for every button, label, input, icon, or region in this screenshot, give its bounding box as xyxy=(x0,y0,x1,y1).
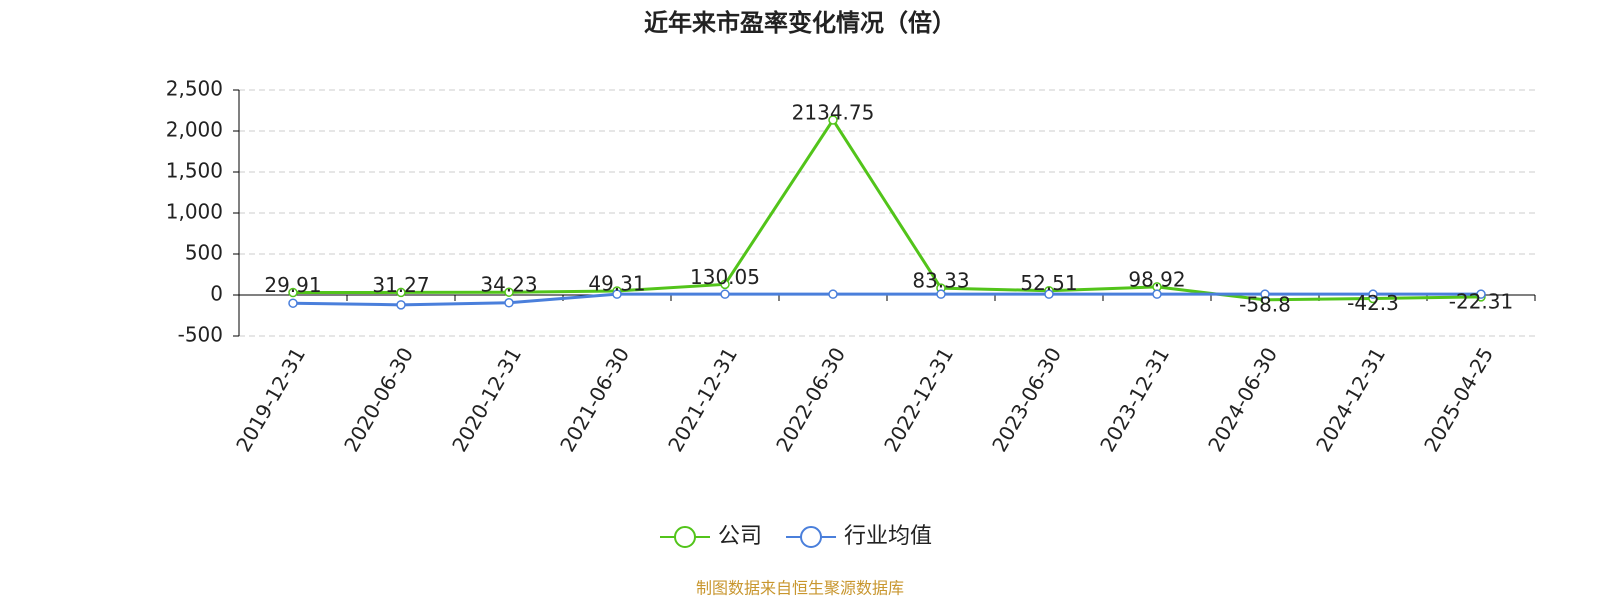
data-label: -42.3 xyxy=(1347,291,1399,315)
data-label: 29.91 xyxy=(264,273,321,297)
data-point xyxy=(828,289,838,299)
data-point xyxy=(504,287,514,297)
series-line xyxy=(292,117,1482,302)
x-tick-label: 2023-06-30 xyxy=(987,343,1066,456)
data-point xyxy=(1368,289,1378,299)
data-point xyxy=(828,115,838,125)
x-tick-label: 2019-12-31 xyxy=(231,343,310,456)
x-tick-label: 2022-06-30 xyxy=(771,343,850,456)
data-point xyxy=(396,300,406,310)
data-point xyxy=(720,289,730,299)
data-point xyxy=(720,279,730,290)
series-line xyxy=(292,292,1481,307)
data-point xyxy=(1152,289,1162,299)
legend-label: 行业均值 xyxy=(844,524,932,549)
x-tick-label: 2021-12-31 xyxy=(663,343,742,456)
legend-marker xyxy=(674,526,696,548)
data-point xyxy=(288,298,298,308)
data-label: 31.27 xyxy=(372,273,429,297)
data-point xyxy=(288,287,298,298)
x-tick-label: 2023-12-31 xyxy=(1095,343,1174,456)
x-tick-label: 2021-06-30 xyxy=(555,343,634,456)
x-tick-label: 2024-06-30 xyxy=(1203,343,1282,456)
legend-marker xyxy=(800,526,823,548)
y-tick-label: -500 xyxy=(178,323,223,347)
data-point xyxy=(612,289,622,299)
data-point xyxy=(1044,289,1054,299)
source-note: 制图数据来自恒生聚源数据库 xyxy=(696,579,904,598)
data-point xyxy=(396,287,406,298)
x-tick-label: 2020-12-31 xyxy=(447,343,526,456)
x-tick-label: 2024-12-31 xyxy=(1311,343,1390,456)
data-label: 83.33 xyxy=(912,269,969,293)
data-label: 2134.75 xyxy=(792,100,875,124)
data-label: 34.23 xyxy=(480,273,537,297)
data-point xyxy=(1476,289,1486,299)
y-tick-label: 500 xyxy=(185,241,223,265)
y-tick-label: 1,000 xyxy=(166,200,223,224)
y-tick-label: 2,500 xyxy=(166,77,223,101)
data-point xyxy=(936,289,946,299)
x-tick-label: 2025-04-25 xyxy=(1419,343,1498,456)
y-tick-label: 2,000 xyxy=(166,118,223,142)
x-tick-label: 2022-12-31 xyxy=(879,343,958,456)
data-label: -58.8 xyxy=(1239,292,1291,316)
data-label: 52.51 xyxy=(1020,271,1077,295)
x-tick-label: 2020-06-30 xyxy=(339,343,418,456)
data-point xyxy=(504,298,514,308)
chart-title: 近年来市盈率变化情况（倍） xyxy=(644,9,956,37)
data-label: -22.31 xyxy=(1449,289,1513,313)
y-tick-label: 1,500 xyxy=(166,159,223,183)
legend-label: 公司 xyxy=(718,524,762,549)
data-label: 49.31 xyxy=(588,271,645,295)
y-tick-label: 0 xyxy=(210,282,223,306)
data-point xyxy=(1260,289,1270,299)
data-label: 98.92 xyxy=(1128,267,1185,291)
data-label: 130.05 xyxy=(690,265,760,289)
